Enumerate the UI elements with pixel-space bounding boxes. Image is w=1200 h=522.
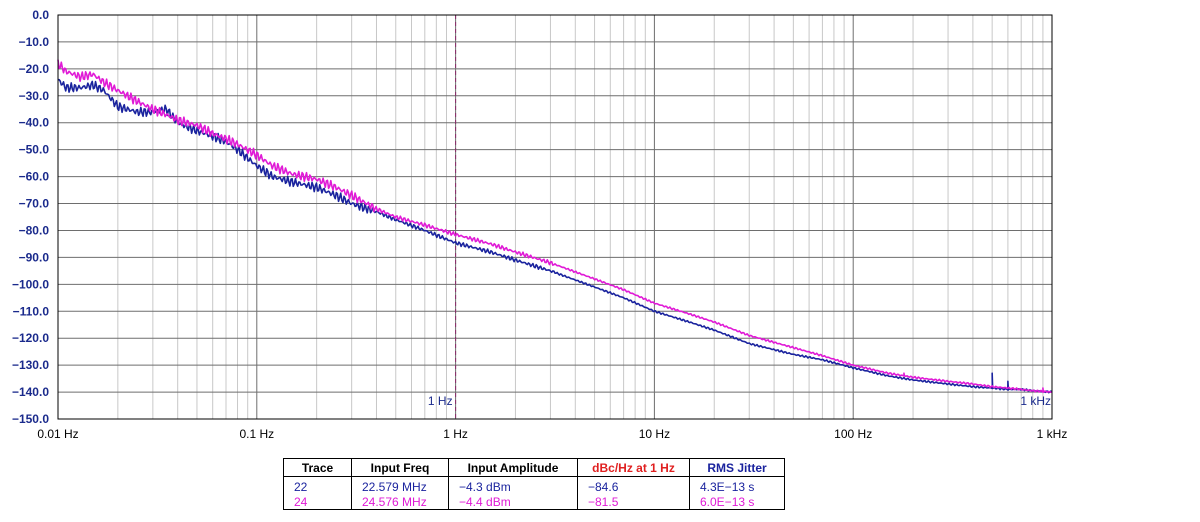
legend-cell-dbc: −81.5	[577, 494, 690, 510]
legend-cell-trace: 22	[283, 476, 352, 494]
x-tick-label: 10 Hz	[639, 427, 670, 441]
y-axis-ticks: 0.0 −10.0 −20.0 −30.0 −40.0 −50.0 −60.0 −70.0 −8…	[12, 8, 49, 426]
legend-cell-dbc: −84.6	[577, 476, 690, 494]
y-tick-label: −60.0	[19, 170, 50, 184]
trace-legend-table: Trace Input Freq Input Amplitude dBc/Hz …	[283, 458, 785, 510]
y-tick-label: −140.0	[12, 385, 49, 399]
legend-header-row: Trace Input Freq Input Amplitude dBc/Hz …	[283, 458, 785, 477]
y-tick-label: −40.0	[19, 116, 50, 130]
x-tick-label: 1 kHz	[1037, 427, 1068, 441]
x-tick-label: 0.1 Hz	[239, 427, 274, 441]
legend-header-input-freq: Input Freq	[351, 458, 449, 477]
y-tick-label: −110.0	[13, 304, 50, 318]
y-tick-label: −130.0	[12, 358, 49, 372]
legend-cell-input-amplitude: −4.3 dBm	[448, 476, 578, 494]
marker-label: 1 Hz	[428, 394, 453, 408]
legend-cell-input-amplitude: −4.4 dBm	[448, 494, 578, 510]
legend-header-rms-jitter: RMS Jitter	[689, 458, 785, 477]
x-tick-label: 0.01 Hz	[37, 427, 78, 441]
y-tick-label: −70.0	[19, 197, 50, 211]
x-tick-label: 1 Hz	[443, 427, 468, 441]
y-tick-label: 0.0	[32, 8, 49, 22]
legend-row: 24 24.576 MHz −4.4 dBm −81.5 6.0E−13 s	[283, 494, 785, 510]
trace-line-22	[57, 78, 1053, 394]
y-tick-label: −80.0	[19, 223, 50, 237]
trace-series	[57, 59, 1053, 394]
legend-header-dbc: dBc/Hz at 1 Hz	[577, 458, 690, 477]
y-tick-label: −20.0	[19, 62, 50, 76]
y-tick-label: −10.0	[19, 35, 50, 49]
legend-cell-rms-jitter: 4.3E−13 s	[689, 476, 785, 494]
phase-noise-chart: 1 Hz 1 kHz 0.0 −10.0 −20.0 −30.0 −40.0 −50.0 −6…	[12, 8, 1067, 441]
y-tick-label: −90.0	[19, 250, 50, 264]
y-tick-label: −100.0	[12, 277, 49, 291]
y-tick-label: −120.0	[12, 331, 49, 345]
x-tick-label: 100 Hz	[834, 427, 872, 441]
legend-row: 22 22.579 MHz −4.3 dBm −84.6 4.3E−13 s	[283, 476, 785, 494]
y-tick-label: −30.0	[19, 89, 50, 103]
legend-cell-trace: 24	[283, 494, 352, 510]
y-tick-label: −150.0	[12, 412, 49, 426]
legend-cell-rms-jitter: 6.0E−13 s	[689, 494, 785, 510]
trace-line-24	[57, 59, 1053, 394]
plot-frame	[57, 14, 1053, 420]
y-tick-label: −50.0	[19, 143, 50, 157]
plot-area	[58, 15, 1052, 419]
legend-cell-input-freq: 24.576 MHz	[351, 494, 449, 510]
legend-header-trace: Trace	[283, 458, 352, 477]
marker-label: 1 kHz	[1020, 394, 1051, 408]
legend-cell-input-freq: 22.579 MHz	[351, 476, 449, 494]
x-axis-ticks: 0.01 Hz 0.1 Hz 1 Hz 10 Hz 100 Hz 1 kHz	[37, 427, 1067, 441]
legend-header-input-amplitude: Input Amplitude	[448, 458, 578, 477]
